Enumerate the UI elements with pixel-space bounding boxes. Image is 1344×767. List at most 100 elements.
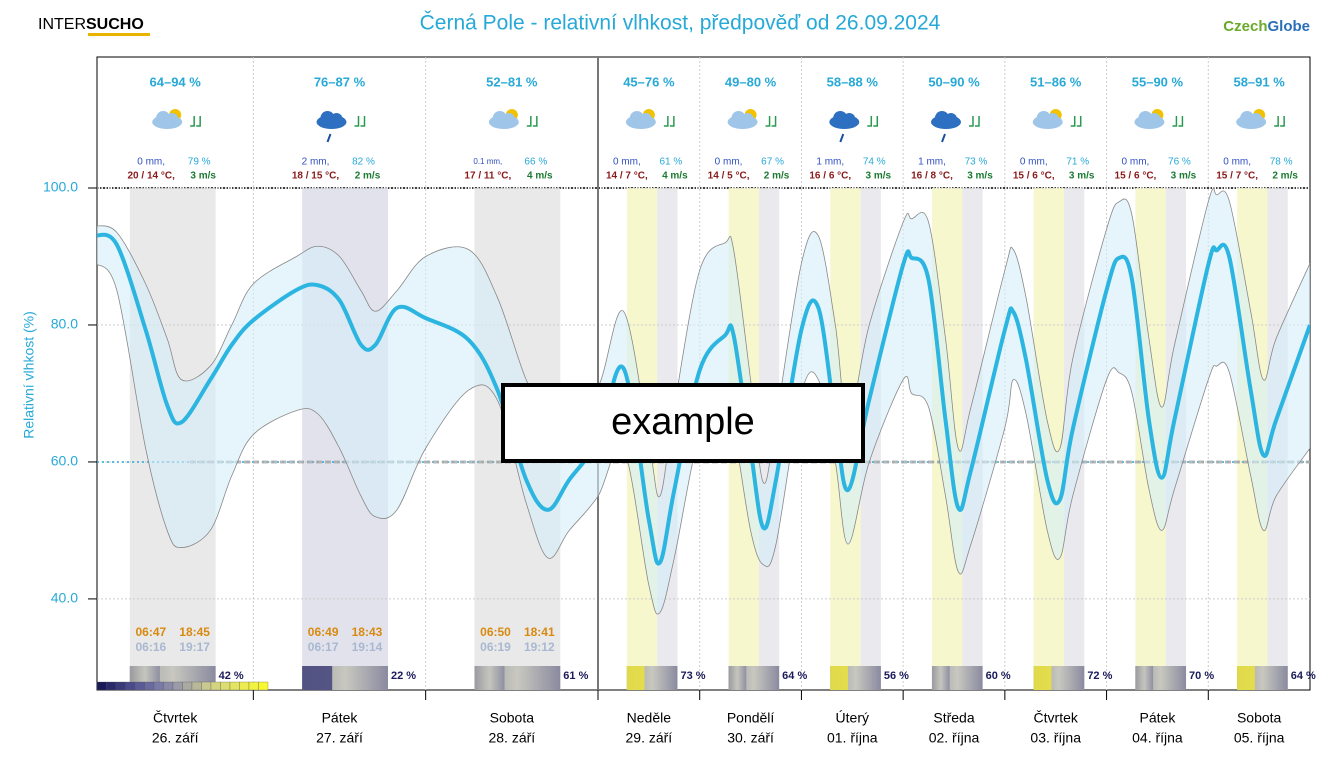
- sunrise: 06:50: [480, 625, 511, 639]
- logo-underline: [88, 33, 150, 36]
- probability: 73 %: [965, 157, 988, 168]
- date: 04. října: [1132, 730, 1183, 746]
- dawn: 06:19: [480, 640, 511, 654]
- icon-wind: [526, 116, 538, 127]
- icon-cloud: [639, 113, 652, 125]
- overlay-text: example: [611, 401, 755, 443]
- temperature: 14 / 7 °C,: [606, 171, 648, 182]
- logo-part: Czech: [1223, 18, 1267, 35]
- probability: 74 %: [863, 157, 886, 168]
- overlay: example: [501, 383, 865, 463]
- sunshine-bar-part: [830, 666, 848, 690]
- temperature: 15 / 6 °C,: [1115, 171, 1157, 182]
- scale-cell: [125, 681, 136, 691]
- temperature: 15 / 7 °C,: [1216, 171, 1258, 182]
- sunshine-bar-part: [931, 666, 950, 690]
- sunshine-percent: 42 %: [219, 670, 244, 682]
- humidity-range: 45–76 %: [623, 74, 675, 89]
- probability: 66 %: [524, 157, 547, 168]
- probability: 76 %: [1168, 157, 1191, 168]
- icon-cloud: [1148, 113, 1161, 125]
- humidity-range: 58–91 %: [1233, 74, 1285, 89]
- icon-wind: [969, 116, 980, 127]
- weekday: Sobota: [490, 710, 535, 726]
- humidity-range: 64–94 %: [150, 74, 202, 89]
- probability: 78 %: [1270, 157, 1293, 168]
- sunshine-bar-part: [1033, 666, 1052, 690]
- weekday: Středa: [933, 710, 974, 726]
- icon-cloud: [935, 111, 949, 125]
- date: 05. října: [1234, 730, 1285, 746]
- y-tick-label: 60.0: [51, 453, 78, 469]
- precipitation: 1 mm,: [816, 157, 844, 168]
- sunshine-percent: 73 %: [680, 670, 705, 682]
- probability: 71 %: [1066, 157, 1089, 168]
- icon-wind: [765, 116, 777, 127]
- range-line: [97, 264, 1310, 615]
- precipitation: 0.1 mm,: [473, 157, 502, 166]
- sunshine-percent: 72 %: [1087, 670, 1112, 682]
- logo-part: SUCHO: [86, 16, 144, 33]
- date: 03. října: [1030, 730, 1081, 746]
- icon-wind: [354, 116, 366, 127]
- wind: 3 m/s: [865, 171, 891, 182]
- icon-rain: [326, 133, 332, 143]
- icon-cloud: [320, 111, 335, 125]
- icon-cloud: [833, 111, 848, 125]
- icon-cloud: [843, 113, 856, 125]
- date: 01. října: [827, 730, 878, 746]
- icon-wind: [1172, 116, 1184, 127]
- icon-cloud: [502, 113, 515, 125]
- scale-cell: [172, 681, 183, 691]
- overlay-box: [501, 383, 865, 463]
- range-line: [97, 188, 1310, 498]
- weekday: Sobota: [1237, 710, 1282, 726]
- icon-rain: [839, 133, 845, 143]
- wind: 3 m/s: [967, 171, 993, 182]
- sunshine-bar-part: [728, 666, 747, 690]
- scale-cell: [106, 681, 117, 691]
- probability: 79 %: [188, 157, 211, 168]
- scale-cell: [248, 681, 259, 691]
- dawn: 06:16: [135, 640, 166, 654]
- precipitation: 0 mm,: [715, 157, 743, 168]
- logo-right: CzechGlobe: [1223, 18, 1310, 35]
- sunshine-percent: 70 %: [1189, 670, 1214, 682]
- scale-cell: [258, 681, 269, 691]
- icon-cloud: [1036, 111, 1051, 125]
- temperature: 14 / 5 °C,: [708, 171, 750, 182]
- icon-cloud: [156, 111, 171, 125]
- scale-cell: [134, 681, 145, 691]
- dusk: 19:17: [179, 640, 210, 654]
- dusk: 19:12: [524, 640, 555, 654]
- humidity-range: 58–88 %: [827, 74, 879, 89]
- sunshine-percent: 56 %: [884, 670, 909, 682]
- icon-cloud: [166, 113, 179, 125]
- scale-cell: [144, 681, 155, 691]
- humidity-range: 55–90 %: [1132, 74, 1184, 89]
- precipitation: 1 mm,: [918, 157, 946, 168]
- humidity-range: 50–90 %: [928, 74, 980, 89]
- weekday: Čtvrtek: [153, 710, 198, 726]
- sunrise: 06:49: [308, 625, 339, 639]
- scale-cell: [220, 681, 231, 691]
- icon-cloud: [629, 111, 644, 125]
- icon-cloud: [1240, 111, 1255, 125]
- sunset: 18:43: [352, 625, 383, 639]
- temperature: 18 / 15 °C,: [292, 171, 340, 182]
- probability: 67 %: [761, 157, 784, 168]
- sunshine-percent: 64 %: [1291, 670, 1316, 682]
- weekday: Pátek: [1140, 710, 1177, 726]
- wind: 2 m/s: [1272, 171, 1298, 182]
- y-tick-label: 100.0: [43, 179, 78, 195]
- sunrise: 06:47: [135, 625, 166, 639]
- humidity-range: 51–86 %: [1030, 74, 1082, 89]
- sunshine-bar-part: [626, 666, 645, 690]
- y-tick-label: 40.0: [51, 590, 78, 606]
- y-axis-label: Relativní vlhkost (%): [21, 311, 37, 439]
- icon-cloud: [945, 113, 957, 125]
- date: 26. září: [152, 730, 199, 746]
- scale-cell: [96, 681, 107, 691]
